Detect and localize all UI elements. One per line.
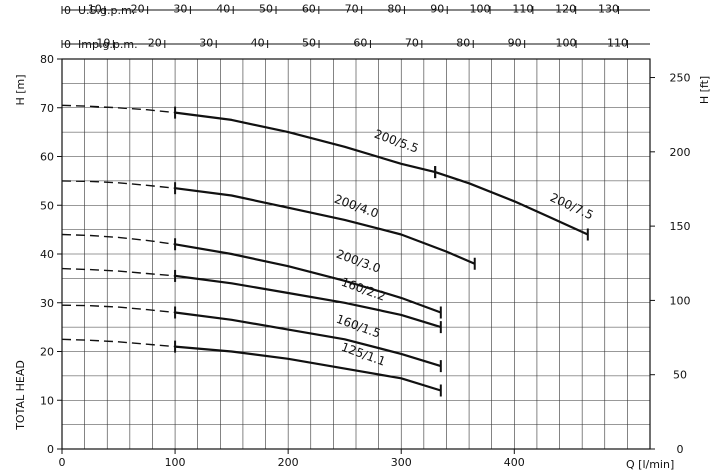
top-axis-tick-label: 100 xyxy=(556,36,577,49)
y-axis-label-left: H [m] xyxy=(14,74,27,105)
series-dashed-160-2.2 xyxy=(61,267,176,277)
top-axis-tick-label: 40 xyxy=(216,2,230,15)
ft-tick-label: 200 xyxy=(670,146,691,159)
ft-tick-label: 100 xyxy=(670,294,691,307)
top-axis-tick-label: 30 xyxy=(173,2,187,15)
top-axis-tick-label: 60 xyxy=(302,2,316,15)
top-axis-tick-label: 30 xyxy=(199,36,213,49)
curve-label-160-2.2: 160/2.2 xyxy=(339,275,387,304)
curve-label-200-5.5: 200/5.5 xyxy=(372,127,420,156)
top-axis-tick-label: 50 xyxy=(302,36,316,49)
top-axis-tick-label: 40 xyxy=(251,36,265,49)
series-dashed-200-4.0 xyxy=(61,180,176,189)
grid xyxy=(62,59,650,449)
top-axis-tick-label: 70 xyxy=(345,2,359,15)
curve-label-200-3.0: 200/3.0 xyxy=(334,247,382,276)
series-line-200-3.0 xyxy=(174,243,442,314)
ft-tick-label: 50 xyxy=(673,369,687,382)
axes xyxy=(57,6,655,454)
series-dashed-125-1.1 xyxy=(61,338,176,348)
top-axis-zero: 0 xyxy=(64,38,71,51)
x-tick-label: 0 xyxy=(59,456,66,469)
y-axis-label-right: H [ft] xyxy=(698,76,711,104)
top-axis-tick-label: 90 xyxy=(508,36,522,49)
x-tick-label: 100 xyxy=(165,456,186,469)
top-axis-tick-label: 10 xyxy=(96,36,110,49)
x-tick-label: 300 xyxy=(391,456,412,469)
top-axis-name: U.S.g.p.m. xyxy=(78,4,135,17)
top-axis-tick-label: 20 xyxy=(131,2,145,15)
y-tick-label: 50 xyxy=(40,199,54,212)
top-axis-tick-label: 10 xyxy=(88,2,102,15)
y-tick-label: 80 xyxy=(40,53,54,66)
top-axis-tick-label: 80 xyxy=(456,36,470,49)
series-dashed-200-5.5 xyxy=(61,104,176,114)
top-axis-tick-label: 60 xyxy=(353,36,367,49)
top-axis-tick-label: 90 xyxy=(430,2,444,15)
tick-labels: 0 100 200 300 400010203040506070800501001502… xyxy=(40,2,691,469)
y-tick-label: 10 xyxy=(40,394,54,407)
y-tick-label: 0 xyxy=(47,443,54,456)
total-head-label: TOTAL HEAD xyxy=(14,360,27,431)
series-line-200-5.5 xyxy=(174,111,436,174)
top-axis-tick-label: 120 xyxy=(555,2,576,15)
curve-label-200-4.0: 200/4.0 xyxy=(332,192,380,221)
y-tick-label: 20 xyxy=(40,346,54,359)
curve-label-160-1.5: 160/1.5 xyxy=(334,312,382,341)
top-axis-tick-label: 70 xyxy=(405,36,419,49)
x-tick-label: 200 xyxy=(278,456,299,469)
top-axis-tick-label: 100 xyxy=(470,2,491,15)
top-axis-tick-label: 110 xyxy=(512,2,533,15)
top-axis-tick-label: 50 xyxy=(259,2,273,15)
top-axis-tick-label: 110 xyxy=(607,36,628,49)
top-axis-tick-label: 80 xyxy=(387,2,401,15)
series-dashed-160-1.5 xyxy=(61,304,176,314)
ft-tick-label: 250 xyxy=(670,72,691,85)
y-tick-label: 70 xyxy=(40,102,54,115)
top-axis-tick-label: 130 xyxy=(598,2,619,15)
y-tick-label: 30 xyxy=(40,297,54,310)
series-line-125-1.1 xyxy=(175,345,442,392)
curve-label-200-7.5: 200/7.5 xyxy=(548,190,596,222)
series-line-200-7.5 xyxy=(434,171,589,236)
x-axis-label: Q [l/min] xyxy=(626,458,674,471)
series-line-160-1.5 xyxy=(174,311,442,368)
top-axis-zero: 0 xyxy=(64,4,71,17)
top-axis-tick-label: 20 xyxy=(148,36,162,49)
series-line-160-2.2 xyxy=(174,274,442,329)
top-axis-name: Imp.g.p.m. xyxy=(78,38,138,51)
y-tick-label: 40 xyxy=(40,248,54,261)
series-lines xyxy=(61,104,589,397)
series-dashed-200-3.0 xyxy=(61,233,176,245)
y-tick-label: 60 xyxy=(40,151,54,164)
ft-tick-label: 0 xyxy=(677,443,684,456)
ft-tick-label: 150 xyxy=(670,220,691,233)
x-tick-label: 400 xyxy=(504,456,525,469)
series-line-200-4.0 xyxy=(174,187,476,265)
